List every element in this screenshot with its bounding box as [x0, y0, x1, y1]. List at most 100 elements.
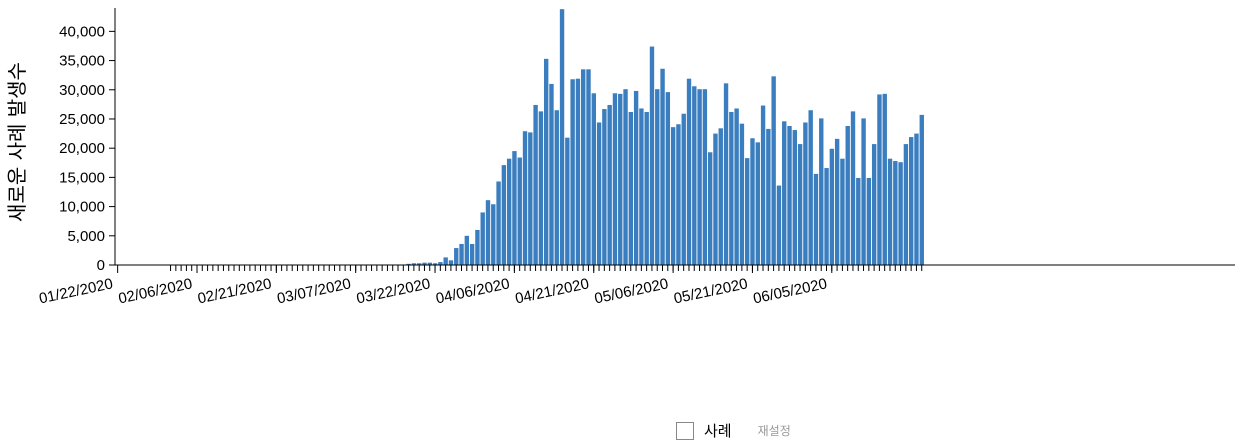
bar	[533, 104, 538, 266]
x-tick-label: 05/21/2020	[672, 275, 749, 307]
bar	[496, 181, 501, 265]
bar	[454, 248, 459, 265]
bar	[750, 138, 755, 265]
bar	[898, 162, 903, 265]
bar	[686, 78, 692, 266]
bar	[459, 243, 464, 265]
bar	[543, 58, 549, 265]
x-axis: 01/22/2020 02/06/2020 02/21/2020 03/07/2020…	[37, 264, 1235, 308]
bar	[782, 121, 787, 265]
bar	[850, 111, 856, 265]
bar	[681, 113, 686, 265]
bar	[670, 127, 676, 266]
x-tick-label: 03/07/2020	[276, 275, 353, 307]
bar	[829, 148, 835, 265]
bar	[729, 111, 734, 265]
y-tick-label: 35,000	[59, 53, 105, 70]
bar	[903, 144, 909, 265]
bar	[618, 93, 623, 265]
bar	[760, 105, 766, 265]
bar	[755, 142, 760, 265]
bar	[660, 68, 665, 265]
reset-button[interactable]: 재설정	[757, 424, 791, 438]
y-tick-label: 30,000	[59, 82, 105, 99]
x-tick-label: 04/21/2020	[514, 275, 591, 307]
y-tick-label: 25,000	[59, 111, 105, 128]
bar	[528, 132, 533, 265]
bar	[480, 212, 485, 265]
bar	[803, 122, 808, 265]
x-tick-label: 03/22/2020	[355, 275, 432, 307]
y-axis: 0 5,000 10,000 15,000 20,000 25,000 30,000 35,0…	[59, 8, 116, 274]
bar	[766, 128, 771, 265]
y-tick-label: 20,000	[59, 140, 105, 157]
bar	[549, 83, 554, 266]
bar	[565, 137, 570, 265]
bar	[427, 262, 432, 265]
bar	[776, 185, 782, 265]
bar	[914, 133, 919, 265]
bar	[840, 158, 845, 265]
bar	[506, 158, 512, 265]
bar	[628, 111, 634, 265]
y-tick-label: 15,000	[59, 169, 105, 186]
bar	[718, 128, 723, 265]
bar	[808, 110, 813, 265]
bar	[834, 138, 840, 265]
y-tick-label: 40,000	[59, 23, 105, 40]
bar	[845, 125, 850, 266]
bar	[586, 69, 591, 265]
bar	[745, 158, 750, 265]
bar	[692, 86, 697, 266]
bar	[877, 94, 882, 265]
bar	[612, 93, 618, 265]
bar	[570, 79, 575, 265]
bar	[697, 89, 702, 265]
bar	[919, 114, 924, 265]
bar	[792, 130, 798, 265]
bars-group	[406, 9, 924, 266]
bar	[771, 76, 776, 265]
legend-checkbox[interactable]	[676, 421, 694, 440]
bar	[443, 257, 448, 265]
bar	[824, 168, 829, 265]
bar	[607, 104, 612, 266]
bar	[554, 110, 559, 265]
bar	[861, 118, 866, 265]
bar	[512, 151, 517, 265]
x-tick-label: 02/21/2020	[196, 275, 273, 307]
bar	[538, 111, 544, 265]
bar	[575, 78, 581, 266]
bar	[882, 93, 887, 265]
bar	[887, 158, 893, 265]
bar	[856, 177, 861, 265]
bar	[411, 263, 417, 265]
y-tick-label: 5,000	[67, 228, 105, 245]
bar	[485, 200, 491, 265]
bar	[813, 173, 819, 265]
bar	[406, 263, 411, 265]
bar	[644, 111, 649, 265]
bar	[438, 262, 443, 265]
bar	[581, 69, 586, 265]
bar	[707, 152, 713, 265]
y-tick-label: 0	[97, 257, 105, 274]
bar	[501, 165, 507, 265]
bar	[432, 263, 438, 265]
x-tick-label: 06/05/2020	[752, 275, 829, 307]
bar	[633, 90, 639, 265]
bar	[649, 46, 655, 265]
y-tick-label: 10,000	[59, 199, 105, 216]
bar	[639, 108, 644, 266]
bar	[893, 161, 898, 265]
x-tick-label: 04/06/2020	[434, 275, 511, 307]
bar	[448, 260, 454, 265]
bar	[469, 243, 475, 265]
bar	[517, 157, 522, 265]
x-tick-label: 05/06/2020	[593, 275, 670, 307]
bar	[491, 204, 496, 265]
bar	[739, 123, 745, 266]
bar	[417, 263, 422, 265]
legend: 사례 재설정	[676, 420, 791, 441]
bar	[655, 89, 660, 265]
